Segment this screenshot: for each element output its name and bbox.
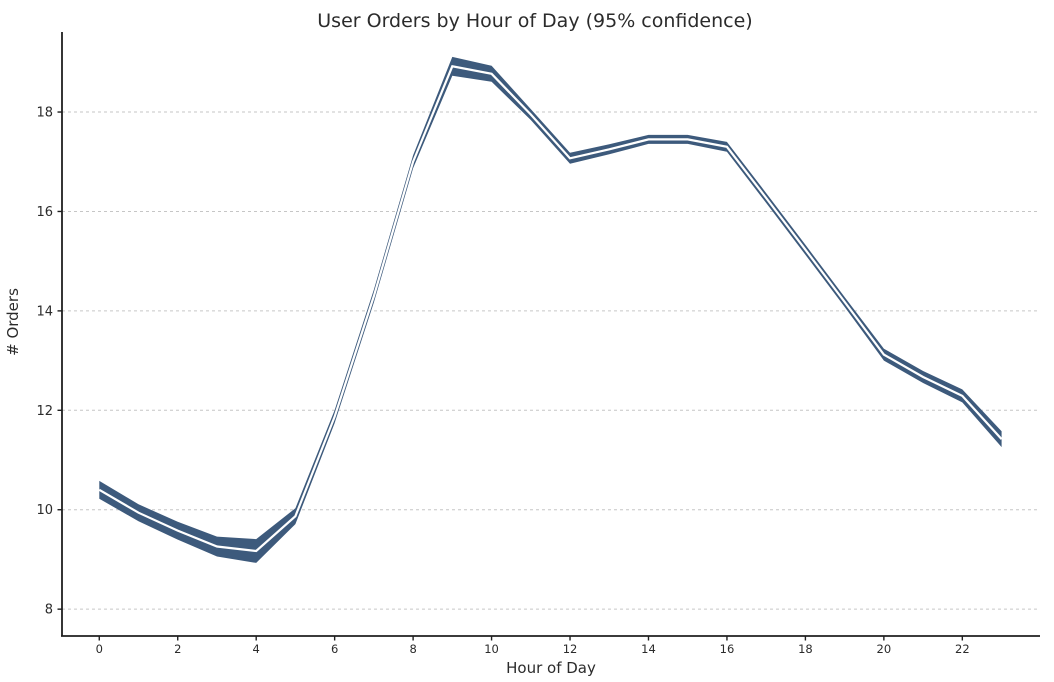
y-tick-label: 14 [36,304,53,319]
x-tick-label: 22 [955,642,970,656]
x-tick-label: 14 [641,642,656,656]
x-tick-label: 6 [331,642,338,656]
x-tick-label: 10 [484,642,499,656]
gridlines [62,111,1040,610]
mean-line [98,65,1003,553]
x-tick-label: 18 [798,642,813,656]
y-tick-label: 8 [45,603,53,618]
chart-title: User Orders by Hour of Day (95% confiden… [317,10,752,32]
y-axis-label: # Orders [4,288,22,356]
x-tick-label: 16 [720,642,735,656]
x-tick-label: 20 [877,642,892,656]
plot-area [98,56,1003,563]
x-tick-label: 4 [253,642,260,656]
x-axis-label: Hour of Day [506,659,596,677]
y-tick-label: 10 [36,503,53,518]
x-tick-label: 2 [174,642,181,656]
y-tick-label: 12 [36,404,53,419]
axis-tick-labels: 0 2 4 6 8 10 12 14 16 18 20 22 8 10 12 14 16 18 [36,106,969,656]
x-tick-label: 8 [409,642,416,656]
axis-ticks [57,111,964,641]
axes-spines [61,32,1040,637]
y-tick-label: 16 [36,205,53,220]
y-tick-label: 18 [36,106,53,121]
x-tick-label: 12 [563,642,578,656]
x-tick-label: 0 [96,642,103,656]
confidence-band [99,56,1002,563]
